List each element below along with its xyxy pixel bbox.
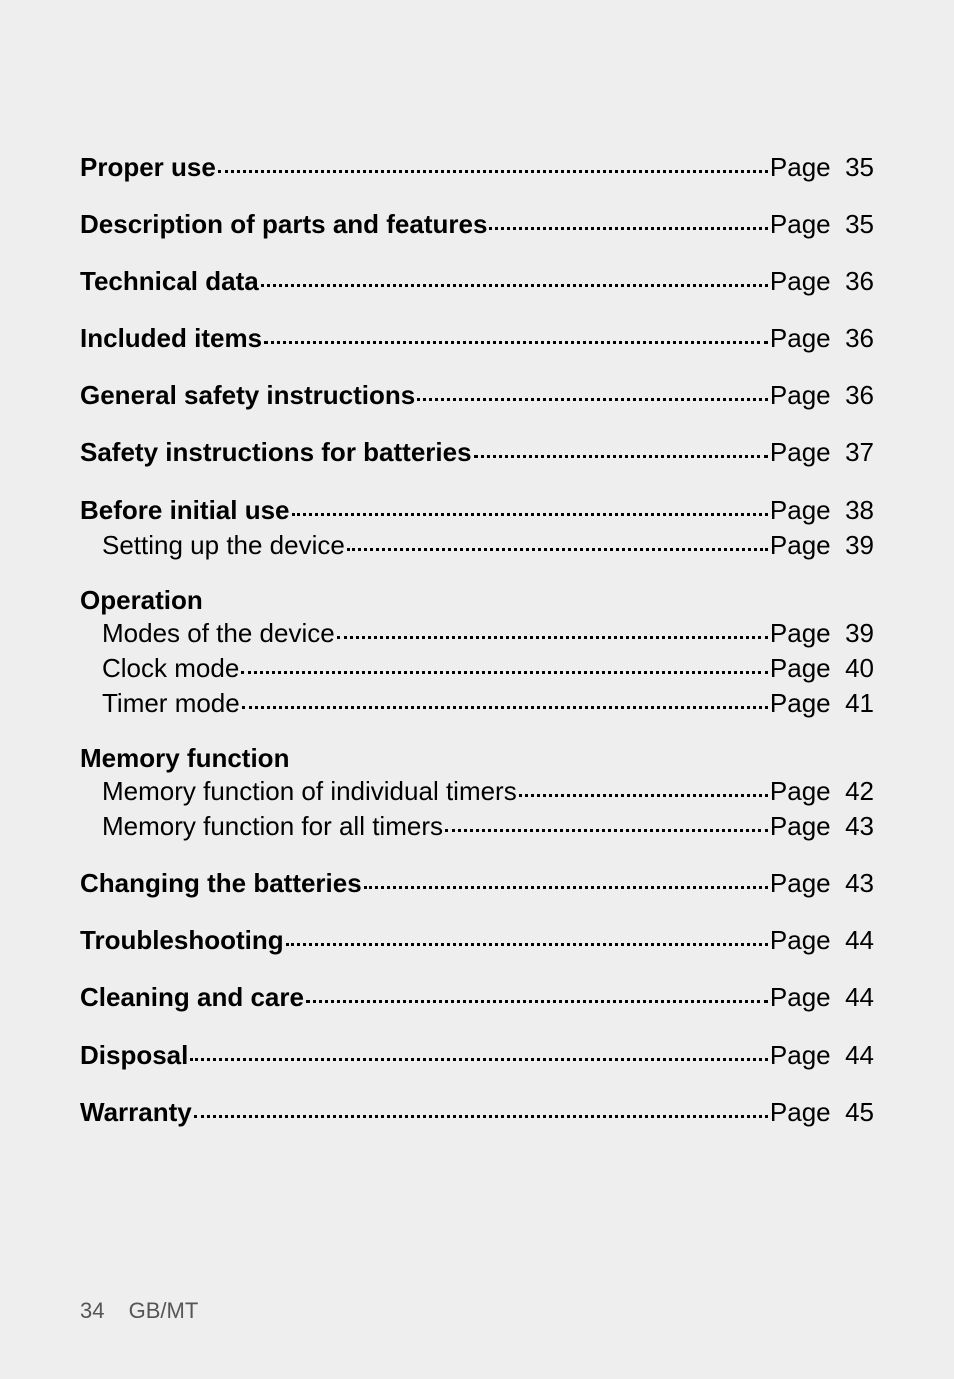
toc-entry: Changing the batteries Page 43	[80, 866, 874, 901]
toc-entry: Memory function of individual timers Pag…	[80, 774, 874, 809]
toc-page-ref: Page 43	[770, 809, 874, 844]
toc-title: General safety instructions	[80, 378, 415, 413]
toc-page-ref: Page 35	[770, 207, 874, 242]
toc-title: Troubleshooting	[80, 923, 284, 958]
dot-leader	[347, 548, 768, 551]
toc-page-ref: Page 39	[770, 616, 874, 651]
toc-group: Technical data Page 36	[80, 264, 874, 299]
dot-leader	[474, 455, 768, 458]
dot-leader	[337, 636, 768, 639]
toc-entry: Technical data Page 36	[80, 264, 874, 299]
footer-region: GB/MT	[129, 1298, 199, 1323]
toc-title: Warranty	[80, 1095, 192, 1130]
toc-page-ref: Page 38	[770, 493, 874, 528]
toc-title: Setting up the device	[102, 528, 345, 563]
toc-entry: Description of parts and features Page 3…	[80, 207, 874, 242]
toc-page-ref: Page 44	[770, 980, 874, 1015]
toc-title: Before initial use	[80, 493, 290, 528]
toc-title: Memory function for all timers	[102, 809, 443, 844]
toc-entry: Modes of the device Page 39	[80, 616, 874, 651]
dot-leader	[364, 886, 768, 889]
toc-entry: Troubleshooting Page 44	[80, 923, 874, 958]
toc-title: Cleaning and care	[80, 980, 304, 1015]
dot-leader	[261, 284, 768, 287]
dot-leader	[190, 1058, 768, 1061]
toc-group: Description of parts and features Page 3…	[80, 207, 874, 242]
dot-leader	[218, 170, 768, 173]
toc-group: Proper use Page 35	[80, 150, 874, 185]
toc-page-ref: Page 40	[770, 651, 874, 686]
toc-group: OperationModes of the device Page 39Cloc…	[80, 585, 874, 721]
dot-leader	[417, 398, 768, 401]
toc-group: Warranty Page 45	[80, 1095, 874, 1130]
toc-title: Included items	[80, 321, 262, 356]
toc-entry: Cleaning and care Page 44	[80, 980, 874, 1015]
toc-entry: Memory function for all timers Page 43	[80, 809, 874, 844]
toc-title: Clock mode	[102, 651, 239, 686]
toc-page-ref: Page 44	[770, 923, 874, 958]
toc-title: Memory function of individual timers	[102, 774, 517, 809]
dot-leader	[194, 1115, 768, 1118]
toc-group: Included items Page 36	[80, 321, 874, 356]
toc-entry: Setting up the device Page 39	[80, 528, 874, 563]
toc-title: Technical data	[80, 264, 259, 299]
toc-page-ref: Page 36	[770, 321, 874, 356]
dot-leader	[292, 513, 768, 516]
toc-entry: Proper use Page 35	[80, 150, 874, 185]
toc-page-ref: Page 43	[770, 866, 874, 901]
toc-entry: Timer mode Page 41	[80, 686, 874, 721]
toc-page-ref: Page 44	[770, 1038, 874, 1073]
dot-leader	[242, 706, 768, 709]
toc-group: Before initial use Page 38Setting up the…	[80, 493, 874, 563]
toc-title: Safety instructions for batteries	[80, 435, 472, 470]
toc-page-ref: Page 42	[770, 774, 874, 809]
toc-page-ref: Page 37	[770, 435, 874, 470]
toc-group: Disposal Page 44	[80, 1038, 874, 1073]
toc-page-ref: Page 39	[770, 528, 874, 563]
toc-page-ref: Page 45	[770, 1095, 874, 1130]
toc-title: Proper use	[80, 150, 216, 185]
footer-page-number: 34	[80, 1298, 104, 1324]
toc-group: Safety instructions for batteries Page 3…	[80, 435, 874, 470]
table-of-contents: Proper use Page 35Description of parts a…	[80, 150, 874, 1130]
toc-entry: Clock mode Page 40	[80, 651, 874, 686]
toc-entry: Warranty Page 45	[80, 1095, 874, 1130]
page: Proper use Page 35Description of parts a…	[0, 0, 954, 1379]
toc-title: Modes of the device	[102, 616, 335, 651]
toc-page-ref: Page 41	[770, 686, 874, 721]
dot-leader	[241, 671, 768, 674]
dot-leader	[489, 227, 767, 230]
dot-leader	[445, 829, 768, 832]
dot-leader	[264, 341, 768, 344]
toc-entry: Safety instructions for batteries Page 3…	[80, 435, 874, 470]
toc-title: Disposal	[80, 1038, 188, 1073]
toc-group: General safety instructions Page 36	[80, 378, 874, 413]
toc-entry: Before initial use Page 38	[80, 493, 874, 528]
dot-leader	[519, 794, 768, 797]
toc-group: Cleaning and care Page 44	[80, 980, 874, 1015]
toc-group: Changing the batteries Page 43	[80, 866, 874, 901]
toc-title: Description of parts and features	[80, 207, 487, 242]
dot-leader	[286, 943, 768, 946]
toc-entry: Included items Page 36	[80, 321, 874, 356]
toc-page-ref: Page 35	[770, 150, 874, 185]
footer: 34 GB/MT	[80, 1298, 198, 1324]
dot-leader	[306, 1000, 768, 1003]
toc-title: Changing the batteries	[80, 866, 362, 901]
toc-entry: Disposal Page 44	[80, 1038, 874, 1073]
toc-group: Memory functionMemory function of indivi…	[80, 743, 874, 844]
toc-title: Timer mode	[102, 686, 240, 721]
toc-group: Troubleshooting Page 44	[80, 923, 874, 958]
toc-heading: Operation	[80, 585, 874, 616]
toc-page-ref: Page 36	[770, 378, 874, 413]
toc-heading: Memory function	[80, 743, 874, 774]
toc-entry: General safety instructions Page 36	[80, 378, 874, 413]
toc-page-ref: Page 36	[770, 264, 874, 299]
